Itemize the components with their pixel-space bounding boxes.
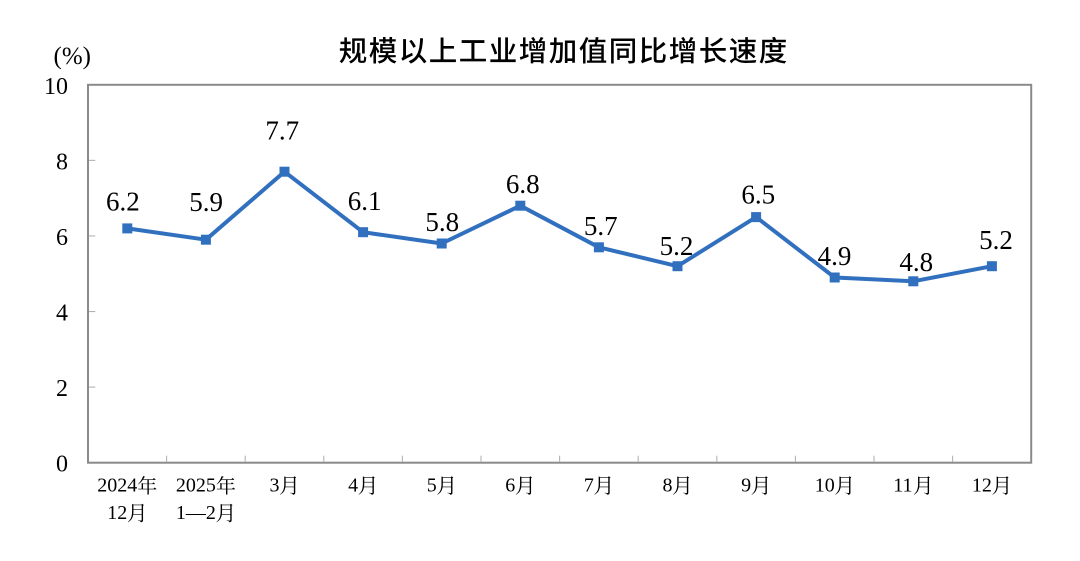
svg-text:6.5: 6.5 [741,180,775,210]
svg-text:5.8: 5.8 [425,207,459,237]
svg-text:5.7: 5.7 [584,211,618,241]
svg-text:11: 11 [893,475,912,497]
svg-text:4: 4 [348,475,358,497]
svg-text:4: 4 [56,301,68,327]
svg-text:7.7: 7.7 [265,115,299,145]
svg-text:3: 3 [270,475,280,497]
svg-text:8: 8 [663,475,673,497]
svg-text:6: 6 [56,225,68,251]
svg-text:2025: 2025 [176,475,216,497]
svg-text:6.1: 6.1 [348,186,382,216]
svg-text:8: 8 [56,149,68,175]
svg-text:5.9: 5.9 [189,187,223,217]
svg-text:5: 5 [427,475,437,497]
svg-text:12: 12 [972,475,992,497]
svg-text:6.2: 6.2 [106,187,140,217]
svg-text:6: 6 [505,475,515,497]
svg-text:1—2: 1—2 [176,502,216,524]
svg-text:4.8: 4.8 [899,247,933,277]
svg-text:5.2: 5.2 [979,225,1013,255]
svg-text:10: 10 [815,475,835,497]
svg-text:5.2: 5.2 [660,231,694,261]
svg-text:7: 7 [584,475,594,497]
svg-text:2024: 2024 [97,475,137,497]
svg-text:(%): (%) [54,43,91,70]
svg-text:10: 10 [44,74,68,100]
svg-text:9: 9 [741,475,751,497]
svg-text:12: 12 [107,502,127,524]
svg-text:6.8: 6.8 [506,169,540,199]
svg-text:2: 2 [56,376,68,402]
svg-text:4.9: 4.9 [818,241,852,271]
svg-text:0: 0 [56,452,68,478]
